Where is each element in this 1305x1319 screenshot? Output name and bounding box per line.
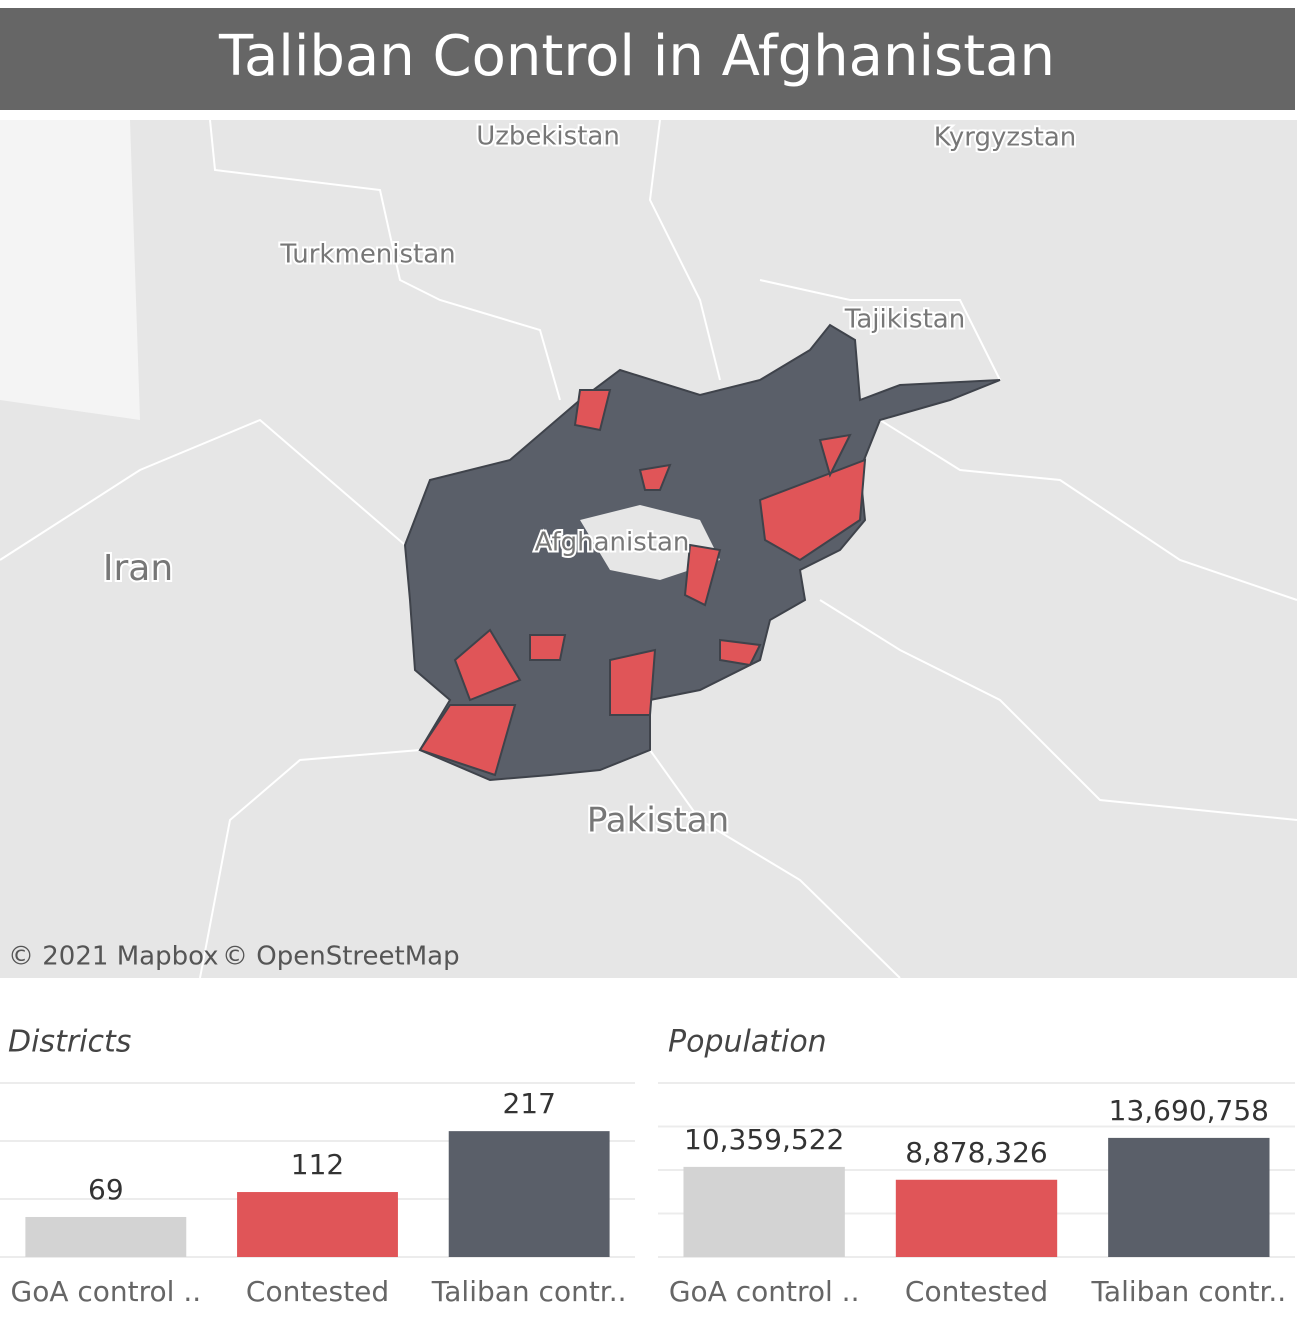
value-label: 69 bbox=[88, 1173, 124, 1206]
map-label: Turkmenistan bbox=[279, 240, 455, 270]
x-tick-label: Taliban contr.. bbox=[431, 1275, 627, 1308]
x-tick-label: Taliban contr.. bbox=[1090, 1275, 1286, 1308]
bar bbox=[1108, 1137, 1270, 1257]
value-label: 13,690,758 bbox=[1109, 1094, 1269, 1127]
bar bbox=[237, 1192, 398, 1257]
afghanistan-districts bbox=[403, 323, 1001, 782]
map-label: Iran bbox=[103, 548, 173, 589]
value-label: 8,878,326 bbox=[905, 1136, 1048, 1169]
map-attribution: © OpenStreetMap bbox=[222, 942, 460, 972]
chart-title: Population bbox=[668, 1025, 827, 1060]
x-tick-label: Contested bbox=[905, 1275, 1048, 1308]
map-label: Uzbekistan bbox=[476, 122, 620, 152]
x-tick-label: GoA control .. bbox=[669, 1275, 860, 1308]
borders bbox=[0, 119, 1298, 979]
map-label: Tajikistan bbox=[844, 305, 965, 335]
value-label: 10,359,522 bbox=[684, 1123, 844, 1156]
map-label: Pakistan bbox=[587, 801, 729, 841]
x-tick-label: GoA control .. bbox=[11, 1275, 202, 1308]
bar bbox=[25, 1216, 187, 1257]
dashboard-title: Taliban Control in Afghanistan bbox=[218, 24, 1055, 89]
x-tick-label: Contested bbox=[246, 1275, 389, 1308]
bar bbox=[683, 1166, 845, 1257]
bar bbox=[448, 1131, 610, 1257]
chart-title: Districts bbox=[8, 1025, 131, 1060]
bar bbox=[895, 1179, 1058, 1257]
map-label: Afghanistan bbox=[535, 528, 690, 558]
caspian-sea bbox=[0, 120, 140, 420]
map-attribution: © 2021 Mapbox bbox=[8, 942, 219, 972]
value-label: 112 bbox=[291, 1148, 344, 1181]
title-bar bbox=[0, 8, 1295, 110]
value-label: 217 bbox=[502, 1087, 555, 1120]
map-label: Kyrgyzstan bbox=[934, 123, 1076, 153]
map: Uzbekistan Kyrgyzstan Turkmenistan Tajik… bbox=[0, 119, 1298, 979]
